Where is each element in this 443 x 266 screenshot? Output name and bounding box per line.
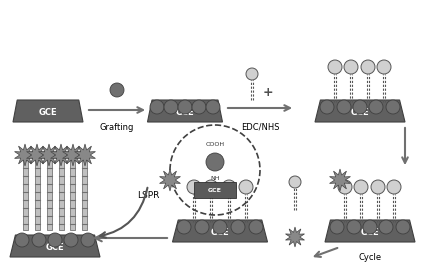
Circle shape [361,60,375,74]
Circle shape [377,60,391,74]
Circle shape [187,180,201,194]
Polygon shape [285,227,304,247]
FancyBboxPatch shape [194,182,236,198]
Circle shape [178,100,192,114]
Text: +: + [263,86,273,99]
Text: GCE: GCE [361,228,379,237]
Circle shape [206,153,224,171]
Text: GCE: GCE [176,108,194,117]
Polygon shape [51,144,71,166]
Circle shape [81,233,95,247]
Polygon shape [159,169,180,191]
FancyBboxPatch shape [35,155,39,230]
Text: GCE: GCE [208,188,222,193]
FancyBboxPatch shape [70,155,75,230]
FancyBboxPatch shape [82,155,88,230]
Circle shape [204,180,218,194]
Circle shape [150,100,164,114]
Polygon shape [315,100,405,122]
Circle shape [371,180,385,194]
FancyBboxPatch shape [58,155,63,230]
Circle shape [363,220,377,234]
Polygon shape [13,100,83,122]
Circle shape [192,100,206,114]
Circle shape [110,83,124,97]
Polygon shape [172,220,268,242]
Text: GCE: GCE [351,108,369,117]
Circle shape [231,220,245,234]
Text: COOH: COOH [206,143,225,148]
Circle shape [328,60,342,74]
Circle shape [32,233,46,247]
Circle shape [354,180,368,194]
Circle shape [369,100,383,114]
Circle shape [239,180,253,194]
Text: LSPR: LSPR [137,190,159,200]
Polygon shape [62,144,83,166]
Circle shape [48,233,62,247]
Circle shape [338,180,352,194]
Text: Grafting: Grafting [100,123,134,132]
Circle shape [379,220,393,234]
Circle shape [330,220,344,234]
Circle shape [396,220,410,234]
FancyBboxPatch shape [23,155,27,230]
Text: EDC/NHS: EDC/NHS [241,122,279,131]
FancyBboxPatch shape [47,155,51,230]
Text: Cycle: Cycle [358,253,381,263]
Polygon shape [10,235,100,257]
Circle shape [64,233,78,247]
Circle shape [320,100,334,114]
Polygon shape [148,100,222,122]
Circle shape [15,233,29,247]
Circle shape [289,176,301,188]
Circle shape [347,220,361,234]
Circle shape [337,100,351,114]
Polygon shape [39,144,59,166]
Circle shape [246,68,258,80]
Text: GCE: GCE [39,108,57,117]
Circle shape [206,100,220,114]
Polygon shape [27,144,47,166]
Text: NH: NH [210,176,220,181]
Circle shape [387,180,401,194]
Circle shape [213,220,227,234]
Circle shape [164,100,178,114]
Circle shape [386,100,400,114]
Circle shape [177,220,191,234]
Polygon shape [15,144,35,166]
Circle shape [353,100,367,114]
Polygon shape [330,169,350,191]
Circle shape [222,180,236,194]
Circle shape [344,60,358,74]
Text: GCE: GCE [46,243,64,252]
Polygon shape [325,220,415,242]
Circle shape [249,220,263,234]
Polygon shape [74,144,95,166]
Circle shape [195,220,209,234]
Text: GCE: GCE [211,228,229,237]
